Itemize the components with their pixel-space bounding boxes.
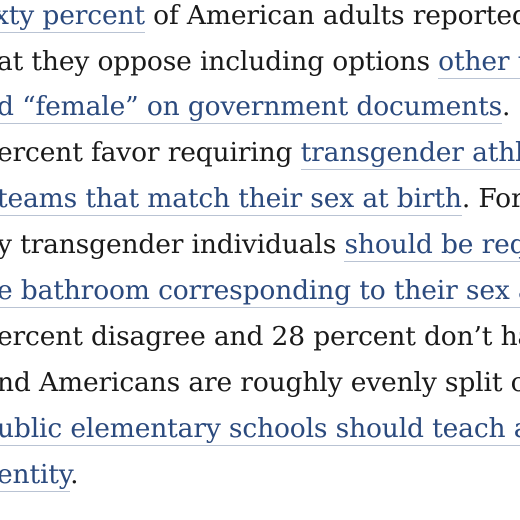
text-line: entity. <box>0 458 79 492</box>
inline-link[interactable]: d “female” on government documents <box>0 91 502 124</box>
body-text: at they oppose including options <box>0 46 439 77</box>
text-line: nd Americans are roughly evenly split on… <box>0 366 520 400</box>
text-line: xty percent of American adults reported … <box>0 0 520 33</box>
inline-link[interactable]: should be requi <box>344 229 520 262</box>
body-text: of American adults reported la <box>144 0 520 31</box>
text-line: teams that match their sex at birth. For… <box>0 182 520 216</box>
inline-link[interactable]: transgender athletes <box>300 137 520 170</box>
inline-link[interactable]: entity <box>0 459 70 492</box>
body-text: . <box>70 459 79 490</box>
body-text: ercent favor requiring <box>0 137 301 168</box>
inline-link[interactable]: xty percent <box>0 0 145 33</box>
text-line: at they oppose including options other t… <box>0 45 520 79</box>
text-line: e bathroom corresponding to their sex at… <box>0 274 520 308</box>
text-line: ercent disagree and 28 percent don’t hav… <box>0 320 520 354</box>
body-text: nd Americans are roughly evenly split on <box>0 367 520 398</box>
body-text: . Forty <box>461 183 520 214</box>
text-line: ercent favor requiring transgender athle… <box>0 136 520 170</box>
inline-link[interactable]: e bathroom corresponding to their sex at… <box>0 275 520 308</box>
body-text: y transgender individuals <box>0 229 345 260</box>
body-text: . Fi <box>502 91 520 122</box>
inline-link[interactable]: other tha <box>438 46 520 79</box>
inline-link[interactable]: teams that match their sex at birth <box>0 183 462 216</box>
body-text: ercent disagree and 28 percent don’t hav… <box>0 321 520 352</box>
text-line: ublic elementary schools should teach ab… <box>0 412 520 446</box>
text-line: d “female” on government documents. Fi <box>0 90 520 124</box>
text-line: y transgender individuals should be requ… <box>0 228 520 262</box>
inline-link[interactable]: ublic elementary schools should teach ab… <box>0 413 520 446</box>
